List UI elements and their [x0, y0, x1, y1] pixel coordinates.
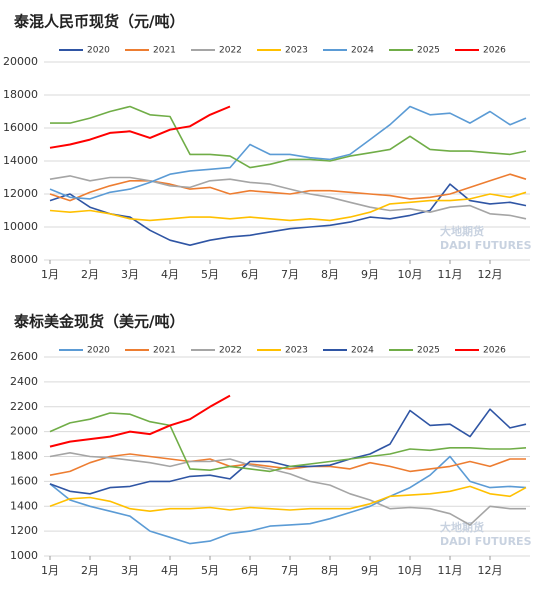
legend-label: 2024: [351, 46, 374, 56]
x-tick-label: 10月: [398, 564, 423, 577]
series-line: [49, 453, 526, 476]
series-line: [50, 105, 527, 169]
watermark: 大地期货: [440, 224, 484, 238]
y-tick-label: 1000: [10, 549, 38, 562]
legend-label: 2022: [219, 46, 242, 56]
legend-label: 2021: [153, 46, 176, 56]
watermark: 大地期货: [440, 520, 484, 534]
legend-label: 2020: [87, 346, 110, 356]
legend-label: 2025: [417, 346, 440, 356]
x-tick-label: 1月: [41, 564, 59, 577]
x-tick-label: 9月: [361, 268, 379, 281]
x-tick-label: 4月: [161, 564, 179, 577]
legend-label: 2025: [417, 46, 440, 56]
x-tick-label: 6月: [241, 564, 259, 577]
y-tick-label: 10000: [3, 220, 38, 233]
y-tick-label: 1600: [10, 474, 38, 487]
x-tick-label: 6月: [241, 268, 259, 281]
y-tick-label: 18000: [3, 88, 38, 101]
series-line: [49, 191, 527, 222]
legend-label: 2021: [153, 346, 176, 356]
x-tick-label: 5月: [201, 564, 219, 577]
series-line: [49, 485, 527, 512]
x-tick-label: 5月: [201, 268, 219, 281]
y-tick-label: 12000: [3, 187, 38, 200]
x-tick-label: 9月: [361, 564, 379, 577]
x-tick-label: 3月: [121, 564, 139, 577]
watermark-sub: DADI FUTURES: [440, 535, 532, 548]
series-line: [49, 173, 527, 202]
series-line: [49, 394, 231, 448]
x-tick-label: 11月: [438, 564, 463, 577]
y-tick-label: 1400: [10, 499, 38, 512]
y-tick-label: 2600: [10, 350, 38, 363]
legend-label: 2023: [285, 346, 308, 356]
y-tick-label: 2000: [10, 425, 38, 438]
y-tick-label: 16000: [3, 121, 38, 134]
y-tick-label: 1200: [10, 524, 38, 537]
x-tick-label: 8月: [321, 564, 339, 577]
legend-label: 2020: [87, 46, 110, 56]
y-tick-label: 8000: [10, 253, 38, 266]
legend-label: 2022: [219, 346, 242, 356]
y-tick-label: 14000: [3, 154, 38, 167]
y-tick-label: 2400: [10, 375, 38, 388]
series-line: [49, 412, 527, 473]
x-tick-label: 7月: [281, 268, 299, 281]
legend-label: 2023: [285, 46, 308, 56]
legend-label: 2026: [483, 46, 506, 56]
y-tick-label: 1800: [10, 450, 38, 463]
y-tick-label: 2200: [10, 400, 38, 413]
x-tick-label: 11月: [438, 268, 463, 281]
series-line: [49, 455, 527, 545]
x-tick-label: 10月: [398, 268, 423, 281]
x-tick-label: 2月: [81, 564, 99, 577]
x-tick-label: 3月: [121, 268, 139, 281]
x-tick-label: 1月: [41, 268, 59, 281]
series-line: [49, 105, 231, 149]
x-tick-label: 12月: [478, 268, 503, 281]
legend-label: 2026: [483, 346, 506, 356]
chart-title: 泰混人民币现货（元/吨）: [13, 13, 184, 31]
x-tick-label: 8月: [321, 268, 339, 281]
y-tick-label: 20000: [3, 55, 38, 68]
chart-title: 泰标美金现货（美元/吨）: [13, 313, 184, 331]
series-line: [49, 175, 527, 220]
x-tick-label: 7月: [281, 564, 299, 577]
x-tick-label: 4月: [161, 268, 179, 281]
x-tick-label: 12月: [478, 564, 503, 577]
series-line: [49, 452, 526, 526]
legend-label: 2024: [351, 346, 374, 356]
series-line: [49, 105, 527, 200]
series-line: [49, 183, 527, 246]
x-tick-label: 2月: [81, 268, 99, 281]
watermark-sub: DADI FUTURES: [440, 239, 532, 252]
